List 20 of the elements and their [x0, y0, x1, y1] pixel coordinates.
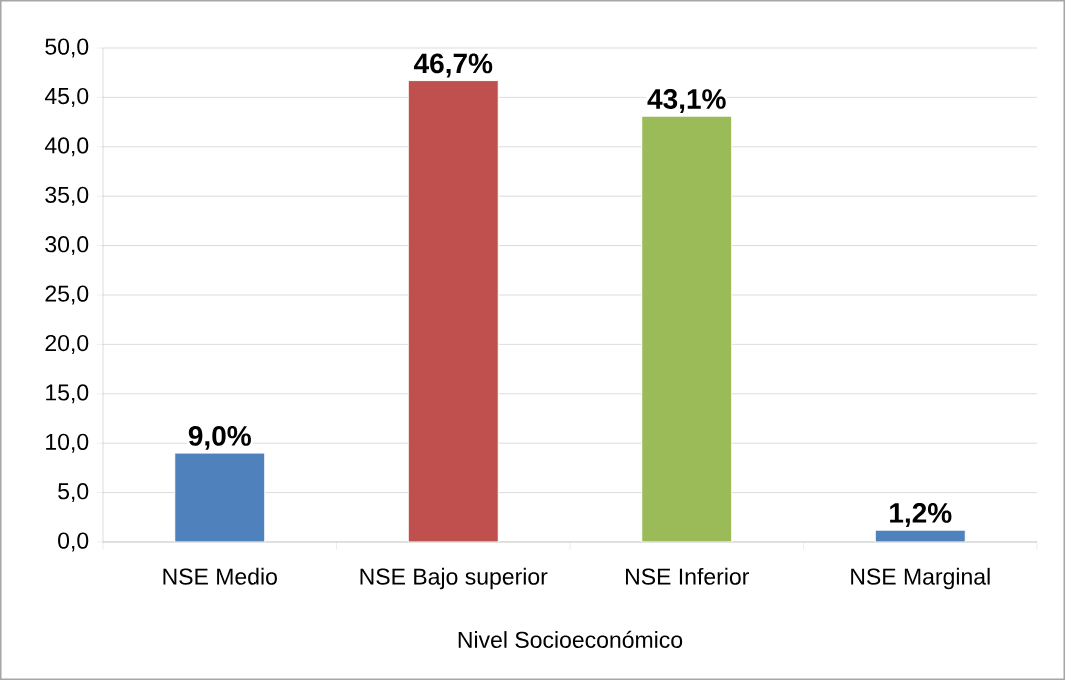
x-tick-label: NSE Medio — [163, 567, 277, 585]
y-tick-label: 40,0 — [44, 137, 89, 157]
x-axis-title: Nivel Socioeconómico — [458, 630, 683, 648]
y-tick-label: 25,0 — [45, 285, 89, 305]
data-label: 43,1% — [647, 89, 726, 113]
y-tick-label: 5,0 — [58, 483, 89, 503]
x-tick-label: NSE Marginal — [851, 567, 990, 590]
x-tick-label: NSE Bajo superior — [360, 567, 548, 590]
y-tick-label: 35,0 — [45, 186, 89, 206]
data-label: 9,0% — [188, 425, 251, 450]
data-label: 1,2% — [890, 503, 952, 527]
data-label: 46,7% — [413, 53, 493, 78]
y-tick-label: 10,0 — [46, 433, 89, 453]
y-tick-label: 50,0 — [45, 38, 89, 58]
y-tick-label: 30,0 — [45, 236, 89, 256]
y-tick-label: 15,0 — [46, 384, 89, 404]
y-tick-label: 45,0 — [44, 87, 89, 107]
y-tick-label: 20,0 — [45, 334, 89, 354]
y-tick-label: 0,0 — [58, 532, 89, 552]
x-tick-label: NSE Inferior — [626, 567, 749, 585]
